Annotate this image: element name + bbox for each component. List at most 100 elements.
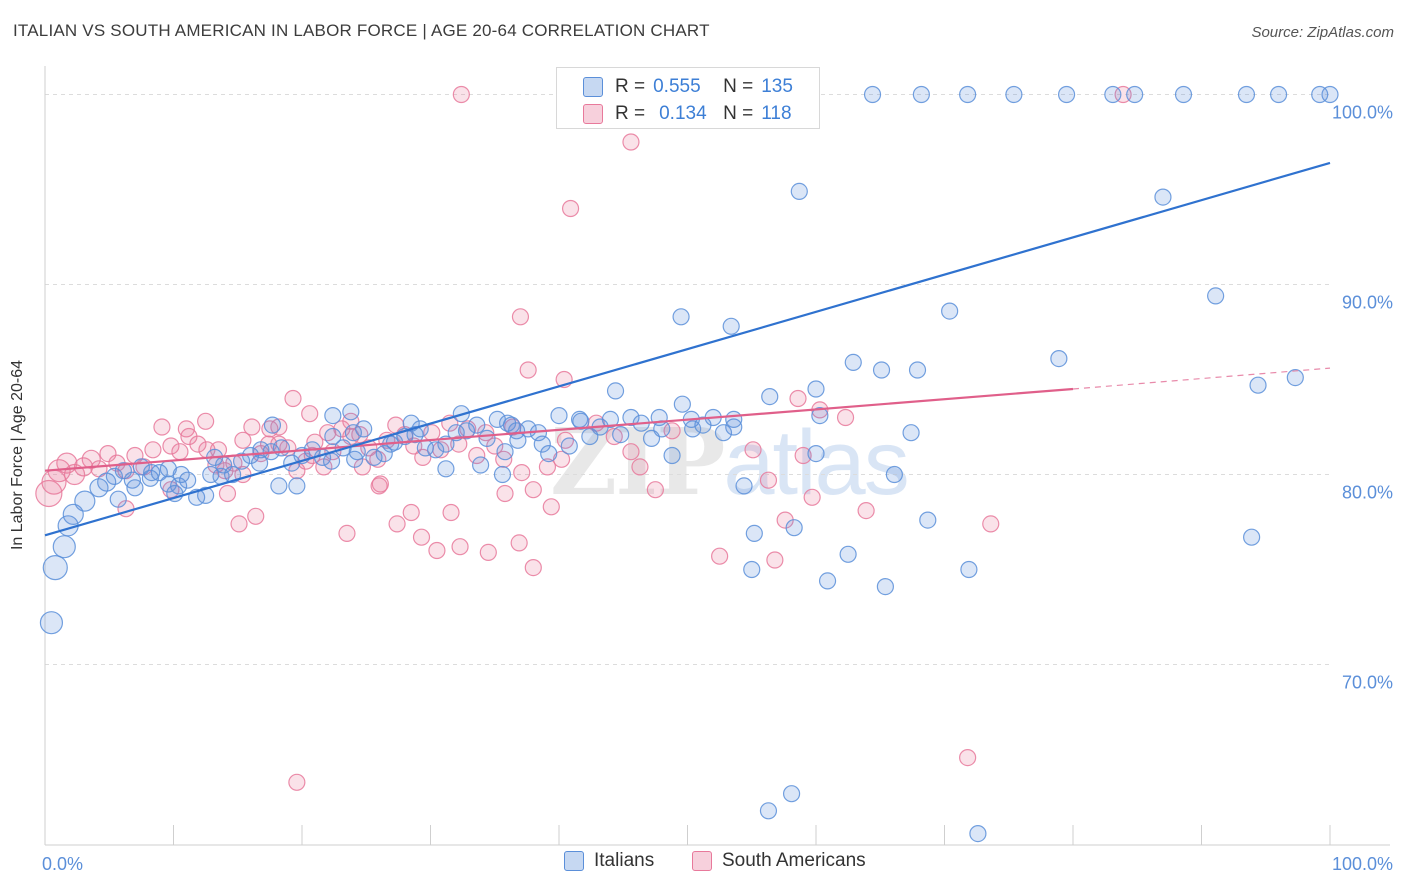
italians-point [1104,85,1122,104]
italians-point [507,422,526,440]
italians-point [324,427,342,446]
south-americans-point [451,538,469,556]
legend-r-label: R = [615,103,646,124]
south-americans-point [243,418,261,436]
south-americans-point [144,441,162,459]
south-americans-point [857,502,875,520]
south-americans-point [631,458,649,476]
south-americans-point [338,524,356,543]
italians-point [375,445,393,463]
south-americans-point [230,515,248,533]
legend-n-value: 118 [761,103,792,124]
bottom-legend-swatch-italians [564,851,584,871]
italians-point [960,560,978,579]
italians-point [606,382,625,400]
legend-r-value: 0.134 [659,103,707,124]
south-americans-point [519,361,537,379]
italians-point [601,410,620,428]
italians-point [759,802,778,820]
south-americans-point [959,748,977,767]
legend-swatch-south-americans [583,104,603,124]
south-americans-point [247,507,265,525]
south-americans-point [622,443,640,461]
italians-point [714,424,733,442]
south-americans-trend-line [44,387,1074,472]
axes [44,66,1390,846]
italians-point [969,824,987,843]
legend-r-value: 0.555 [653,76,701,97]
italians-point [735,477,753,495]
south-americans-point [711,547,729,565]
italians-point [126,479,144,497]
italians-point [1207,287,1225,305]
south-americans-point [234,431,252,449]
italians-point [807,445,825,463]
south-americans-point [794,446,812,465]
italians-point [1311,85,1329,104]
south-americans-point [982,515,1000,533]
south-americans-point [479,543,497,562]
south-americans-point [542,498,560,516]
y-tick-label: 70.0% [1342,673,1393,693]
south-americans-point [442,503,460,522]
italians-point [468,416,486,434]
x-tick-label: 0.0% [42,854,83,874]
italians-point [457,422,476,440]
italians-point [478,429,496,447]
south-americans-point [561,199,580,218]
south-americans-point [789,389,807,408]
italians-point [365,448,383,466]
italians-point [109,490,127,508]
y-tick-label: 80.0% [1342,483,1393,503]
italians-point [344,424,362,442]
legend-n-label: N = [723,76,754,97]
italians-point [1057,85,1076,104]
italians-point [263,416,282,434]
italians-point [908,361,927,379]
south-americans-point [218,484,237,503]
south-americans-point [288,773,306,791]
italians-point [872,361,891,379]
italians-point [272,439,291,457]
south-americans-point [511,308,530,326]
italians-point [42,554,68,581]
italians-point [1174,85,1193,104]
south-americans-point [197,412,215,430]
south-americans-point [370,477,388,495]
italians-point [743,560,761,579]
italians-point [663,446,681,465]
italians-point [885,465,903,484]
italians-point [172,465,190,484]
x-tick-label: 100.0% [1332,854,1393,874]
italians-point [622,408,640,427]
south-americans-point [496,484,514,503]
south-americans-point [412,528,431,546]
italians-point [1005,85,1023,104]
italians-point [612,426,630,444]
south-americans-trend-extension [1072,367,1331,390]
legend-r-label: R = [615,76,646,97]
italians-point [745,524,763,543]
italians-point [959,85,977,104]
south-americans-point [538,458,557,476]
italians-point [159,475,177,493]
italians-point [202,465,220,484]
italians-point [550,407,568,425]
italians-point [844,353,862,371]
y-tick-label: 90.0% [1342,293,1393,313]
bottom-legend-label-south-americans: South Americans [722,850,866,871]
italians-point [540,445,558,463]
italians-point [472,456,490,474]
italians-point [560,437,578,455]
italians-point [863,85,882,104]
south-americans-point [177,420,195,438]
italians-point [876,577,894,596]
south-americans-point [766,551,784,569]
trend-lines [44,161,1331,537]
italians-point [572,412,590,430]
south-americans-point [270,418,288,436]
italians-point [672,308,690,326]
south-americans-point [622,133,640,151]
south-americans-point [428,541,446,560]
